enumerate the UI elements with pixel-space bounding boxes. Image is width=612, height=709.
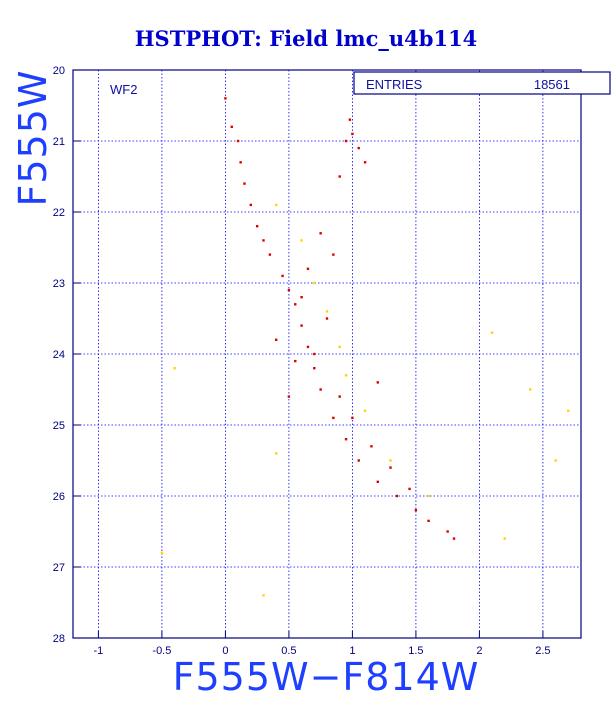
scatter-point-red: [395, 494, 399, 498]
scatter-point-red: [370, 445, 373, 448]
stats-box: [353, 71, 611, 95]
scatter-point-red: [275, 338, 278, 341]
x-tick-label: 2.5: [535, 645, 550, 657]
scatter-point-red: [357, 459, 360, 462]
y-tick-label: 27: [53, 562, 65, 574]
panel-label: WF2: [110, 82, 137, 97]
scatter-point-yellow: [313, 281, 316, 285]
scatter-point-yellow: [490, 331, 494, 334]
x-tick-label: 1.5: [408, 645, 423, 657]
y-tick-label: 26: [53, 491, 65, 503]
scatter-point-red: [281, 274, 284, 278]
scatter-point-red: [446, 530, 449, 533]
scatter-point-red: [414, 509, 418, 512]
scatter-point-yellow: [363, 409, 367, 412]
scatter-point-red: [313, 352, 316, 356]
scatter-point-red: [389, 466, 392, 469]
scatter-point-red: [376, 480, 379, 483]
scatter-point-yellow: [173, 367, 176, 370]
scatter-point-yellow: [300, 239, 303, 242]
scatter-point-red: [236, 139, 240, 143]
x-axis-label: F555W−F814W: [173, 655, 480, 699]
scatter-point-red: [427, 519, 430, 523]
grid-lines: [73, 70, 581, 638]
scatter-point-red: [294, 303, 297, 306]
scatter-point-red: [363, 161, 367, 164]
scatter-point-red: [230, 125, 233, 128]
scatter-point-red: [306, 345, 310, 349]
scatter-point-yellow: [262, 594, 265, 597]
stats-value: 18561: [534, 77, 570, 92]
scatter-point-yellow: [389, 459, 392, 462]
y-axis-label: F555W: [11, 70, 55, 207]
x-tick-label: 0: [222, 645, 228, 657]
scatter-point-yellow: [554, 459, 557, 462]
x-tick-label: 0.5: [281, 645, 296, 657]
scatter-point-yellow: [529, 388, 532, 391]
scatter-point-red: [262, 239, 265, 242]
scatter-point-red: [325, 317, 329, 320]
scatter-point-red: [376, 381, 379, 384]
scatter-point-red: [306, 267, 310, 270]
scatter-point-red: [287, 288, 291, 292]
y-tick-label: 23: [53, 278, 65, 290]
x-tick-label: -1: [94, 645, 104, 657]
scatter-point-yellow: [338, 345, 341, 349]
scatter-point-red: [351, 132, 354, 136]
scatter-point-red: [351, 416, 354, 420]
scatter-point-red: [332, 253, 335, 256]
scatter-point-red: [287, 395, 291, 398]
scatter-point-red: [357, 146, 360, 150]
y-tick-label: 28: [53, 633, 65, 645]
scatter-point-yellow: [503, 537, 506, 540]
y-tick-label: 20: [53, 65, 65, 77]
scatter-point-red: [332, 416, 335, 420]
scatter-point-red: [344, 438, 348, 441]
scatter-point-red: [224, 97, 227, 100]
scatter-point-red: [338, 175, 341, 178]
x-tick-label: -0.5: [152, 645, 171, 657]
scatter-point-red: [255, 225, 259, 228]
scatter-point-red: [319, 388, 322, 391]
y-tick-label: 25: [53, 420, 65, 432]
scatter-points: [160, 97, 570, 597]
scatter-point-red: [338, 395, 341, 398]
scatter-point-red: [300, 296, 303, 299]
scatter-point-yellow: [427, 494, 430, 498]
scatter-point-red: [294, 359, 297, 363]
scatter-point-yellow: [275, 452, 278, 455]
scatter-point-yellow: [160, 551, 164, 554]
axis-ticks: -1 -0.5 0 0.5 1 1.5 2 2.5 20 21 22 23 24 25 26 27 28: [53, 65, 551, 657]
scatter-point-red: [268, 253, 272, 256]
stats-label: ENTRIES: [366, 77, 423, 92]
scatter-point-red: [319, 232, 322, 235]
y-tick-label: 21: [53, 136, 65, 148]
scatter-point-red: [300, 324, 303, 327]
scatter-point-red: [249, 203, 252, 207]
scatter-point-red: [344, 139, 348, 143]
scatter-point-yellow: [325, 310, 329, 313]
scatter-point-red: [348, 118, 352, 121]
scatter-point-yellow: [567, 409, 570, 412]
x-tick-label: 1: [349, 645, 355, 657]
scatter-point-red: [243, 182, 246, 185]
scatter-point-red: [452, 537, 456, 540]
scatter-point-yellow: [344, 374, 348, 377]
scatter-point-red: [313, 367, 316, 370]
y-tick-label: 24: [53, 349, 65, 361]
scatter-point-yellow: [275, 203, 278, 207]
y-tick-label: 22: [53, 207, 65, 219]
x-tick-label: 2: [476, 645, 482, 657]
scatter-point-red: [239, 161, 242, 164]
scatter-point-red: [408, 487, 411, 491]
chart-title: HSTPHOT: Field lmc_u4b114: [135, 26, 478, 51]
